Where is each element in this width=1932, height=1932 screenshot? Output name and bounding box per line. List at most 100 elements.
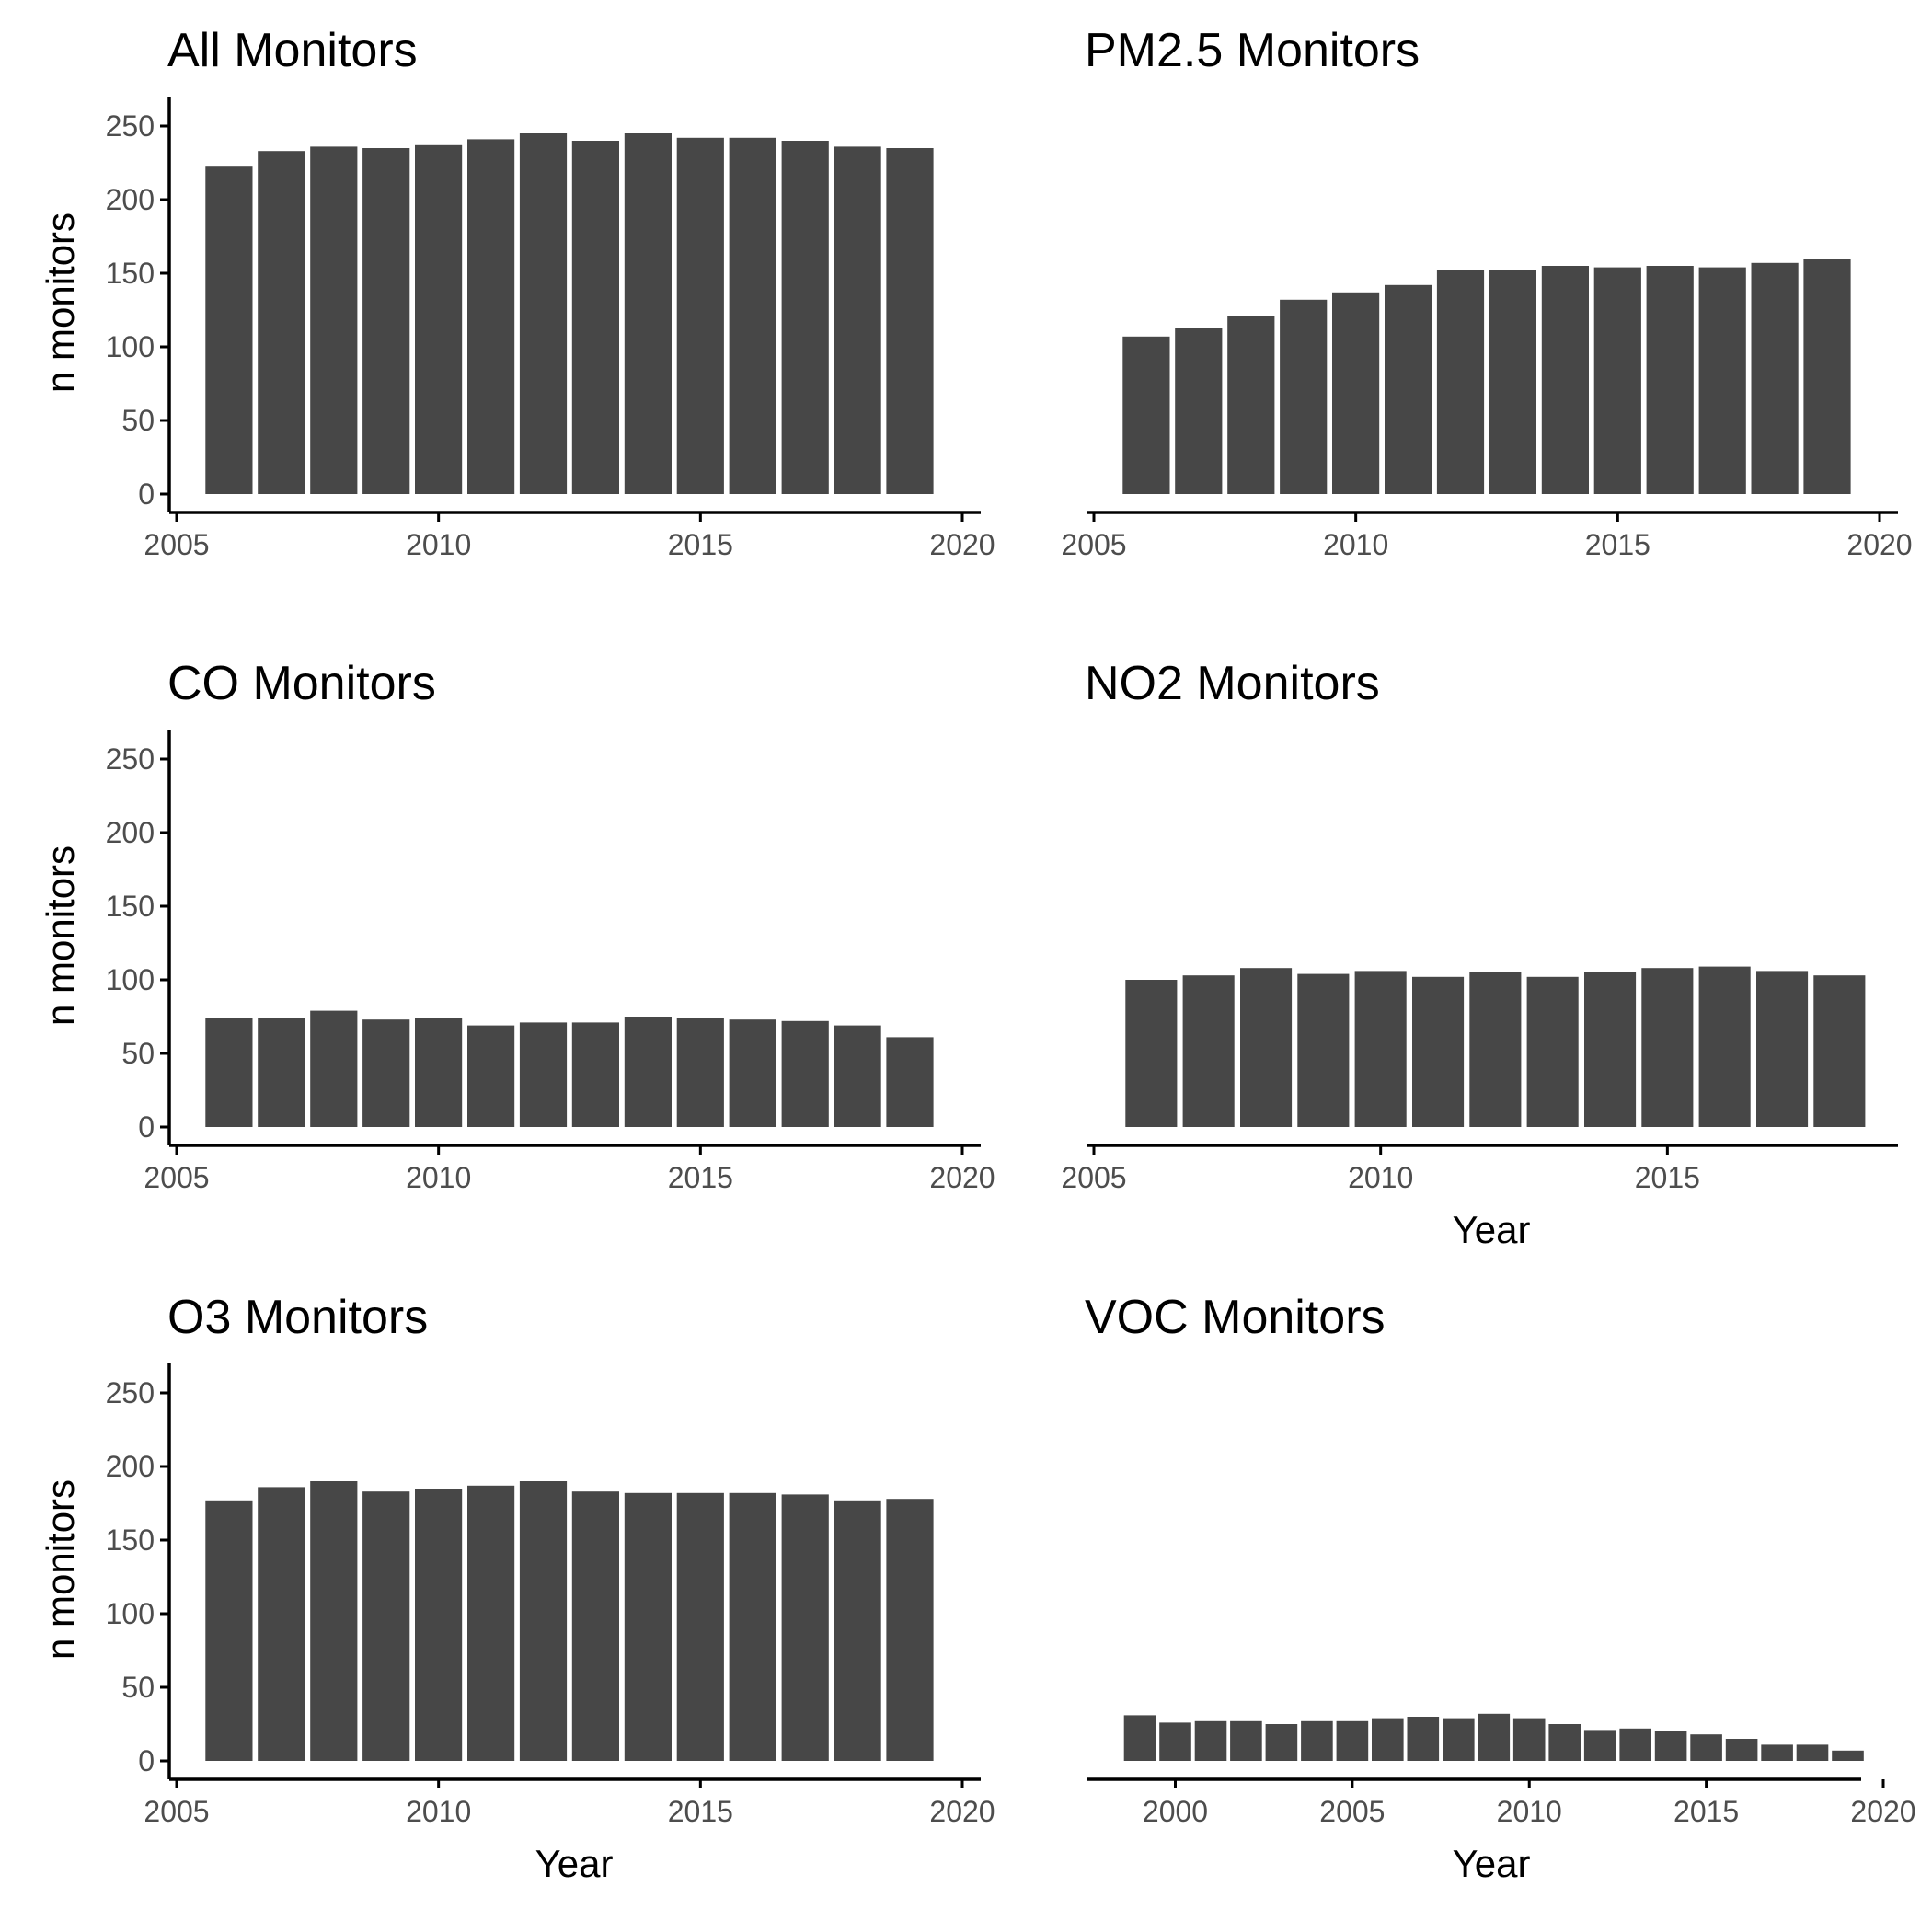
bar-2013 [1526, 976, 1579, 1127]
y-tick-label-250: 250 [106, 1376, 155, 1409]
bar-2006 [205, 166, 253, 494]
panel-6: 2000 2005 2010 2015 2020 VOC Monitors Year [1085, 1291, 1916, 1885]
y-tick-label-200: 200 [106, 183, 155, 216]
bar-2018 [834, 146, 881, 494]
bar-2014 [1584, 972, 1637, 1127]
x-tick-label-2010: 2010 [406, 528, 471, 561]
y-axis-title: n monitors [39, 845, 82, 1026]
y-tick-label-100: 100 [106, 963, 155, 996]
bar-2019 [886, 1037, 934, 1127]
x-axis-title: Year [535, 1842, 614, 1885]
x-tick-label-2005: 2005 [144, 528, 209, 561]
panel-2: 2005 2010 2015 2020 PM2.5 Monitors [1061, 24, 1912, 561]
x-axis-title: Year [1453, 1208, 1531, 1251]
bar-2013 [571, 1491, 619, 1761]
panel-title: All Monitors [167, 24, 418, 77]
panel-title: VOC Monitors [1085, 1291, 1386, 1344]
y-tick-label-50: 50 [121, 1037, 155, 1070]
x-tick-label-2005: 2005 [1061, 1161, 1126, 1194]
bar-2006 [1372, 1718, 1404, 1761]
bar-2014 [1654, 1731, 1687, 1761]
bar-2007 [258, 151, 305, 494]
bar-2019 [1803, 259, 1851, 494]
bar-2003 [1265, 1724, 1298, 1761]
y-tick-label-50: 50 [121, 1671, 155, 1704]
x-tick-label-2005: 2005 [144, 1795, 209, 1828]
x-tick-label-2000: 2000 [1143, 1795, 1208, 1828]
bar-2009 [1297, 973, 1350, 1127]
x-tick-label-2020: 2020 [1846, 528, 1912, 561]
bar-2018 [1796, 1744, 1829, 1761]
x-tick-label-2010: 2010 [1497, 1795, 1562, 1828]
y-tick-label-50: 50 [121, 404, 155, 437]
bar-2017 [1756, 971, 1809, 1127]
bar-2010 [415, 1018, 463, 1127]
bar-2007 [1407, 1717, 1440, 1761]
x-tick-label-2020: 2020 [929, 1161, 995, 1194]
y-axis-title: n monitors [39, 213, 82, 393]
bar-2018 [1813, 975, 1866, 1127]
bar-2006 [1122, 336, 1170, 494]
bar-2014 [1541, 266, 1589, 494]
bar-2019 [886, 1499, 934, 1761]
bar-2006 [1125, 980, 1178, 1127]
bar-2011 [1385, 284, 1432, 494]
bar-2010 [1512, 1718, 1546, 1761]
bar-2013 [1489, 270, 1536, 494]
bar-2009 [362, 1019, 410, 1127]
bar-2016 [1698, 966, 1751, 1127]
panel-title: NO2 Monitors [1085, 657, 1380, 710]
bar-2014 [624, 133, 672, 494]
bar-2015 [1641, 968, 1694, 1127]
bar-2002 [1230, 1720, 1262, 1761]
bar-2009 [362, 1491, 410, 1761]
y-tick-label-0: 0 [138, 1110, 155, 1144]
x-tick-label-2005: 2005 [1061, 528, 1126, 561]
bar-2012 [1469, 972, 1522, 1127]
bar-1999 [1123, 1715, 1156, 1761]
panel-3: 2005 2010 2015 2020 0 50 100 150 200 250 CO Monito… [39, 657, 995, 1194]
y-tick-label-150: 150 [106, 1524, 155, 1557]
x-tick-label-2015: 2015 [668, 1161, 733, 1194]
bar-2019 [886, 148, 934, 494]
panel-title: O3 Monitors [167, 1291, 428, 1344]
bar-2008 [310, 1010, 358, 1127]
x-tick-label-2010: 2010 [1323, 528, 1388, 561]
x-axis-title: Year [1453, 1842, 1531, 1885]
y-tick-label-200: 200 [106, 1450, 155, 1483]
bar-2010 [1332, 292, 1380, 494]
x-tick-label-2015: 2015 [1673, 1795, 1739, 1828]
bar-2001 [1194, 1720, 1227, 1761]
bar-2007 [1182, 975, 1235, 1127]
y-tick-label-100: 100 [106, 330, 155, 363]
bar-2012 [1583, 1730, 1616, 1761]
bar-2016 [729, 137, 776, 495]
bar-2012 [1436, 270, 1485, 494]
bar-2017 [1698, 267, 1746, 494]
bar-2017 [781, 141, 829, 494]
bar-2015 [676, 1018, 724, 1127]
bar-2010 [415, 1489, 463, 1761]
y-tick-label-150: 150 [106, 890, 155, 923]
bar-2013 [571, 141, 619, 494]
bar-2009 [1478, 1713, 1511, 1761]
x-tick-label-2005: 2005 [1319, 1795, 1385, 1828]
y-tick-label-100: 100 [106, 1597, 155, 1630]
bar-2010 [415, 144, 463, 495]
bar-2016 [729, 1492, 776, 1761]
y-tick-label-250: 250 [106, 742, 155, 776]
x-tick-label-2015: 2015 [668, 528, 733, 561]
bar-2006 [205, 1500, 253, 1761]
y-tick-label-150: 150 [106, 257, 155, 290]
bar-2009 [362, 148, 410, 494]
x-tick-label-2010: 2010 [406, 1161, 471, 1194]
x-tick-label-2010: 2010 [1348, 1161, 1413, 1194]
panel-4: 2005 2010 2015 NO2 Monitors Year [1061, 657, 1898, 1251]
bar-2015 [676, 137, 724, 495]
bar-2011 [467, 1485, 515, 1761]
bar-2013 [571, 1022, 619, 1127]
y-axis-title: n monitors [39, 1479, 82, 1660]
bar-2008 [1227, 316, 1275, 494]
x-tick-label-2010: 2010 [406, 1795, 471, 1828]
bar-2012 [519, 1022, 568, 1127]
